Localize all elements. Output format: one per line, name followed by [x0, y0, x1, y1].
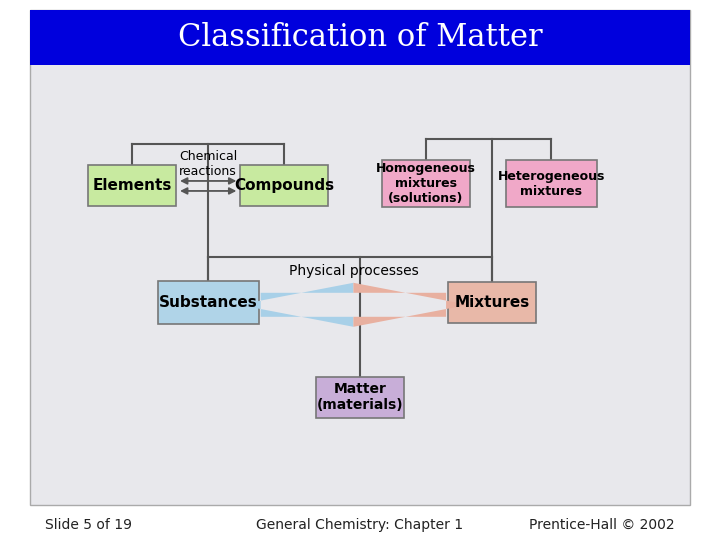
Text: Prentice-Hall © 2002: Prentice-Hall © 2002	[529, 518, 675, 532]
Text: Chemical
reactions: Chemical reactions	[179, 150, 238, 178]
FancyBboxPatch shape	[506, 160, 597, 207]
Text: Elements: Elements	[93, 178, 172, 193]
Bar	[30, 10, 690, 65]
FancyBboxPatch shape	[382, 160, 470, 207]
FancyBboxPatch shape	[158, 281, 258, 325]
Text: Matter
(materials): Matter (materials)	[317, 382, 403, 412]
Text: General Chemistry: Chapter 1: General Chemistry: Chapter 1	[256, 518, 464, 532]
FancyBboxPatch shape	[240, 165, 328, 206]
Text: Slide 5 of 19: Slide 5 of 19	[45, 518, 132, 532]
Text: Homogeneous
mixtures
(solutions): Homogeneous mixtures (solutions)	[376, 163, 476, 205]
Text: Mixtures: Mixtures	[454, 295, 530, 310]
Text: Classification of Matter: Classification of Matter	[178, 22, 542, 53]
Text: Substances: Substances	[159, 295, 258, 310]
Text: Physical processes: Physical processes	[289, 264, 418, 278]
Text: Heterogeneous
mixtures: Heterogeneous mixtures	[498, 170, 605, 198]
Text: Compounds: Compounds	[234, 178, 334, 193]
Polygon shape	[354, 283, 468, 327]
FancyBboxPatch shape	[448, 282, 536, 323]
FancyBboxPatch shape	[89, 165, 176, 206]
Polygon shape	[239, 283, 354, 327]
FancyBboxPatch shape	[316, 376, 404, 417]
